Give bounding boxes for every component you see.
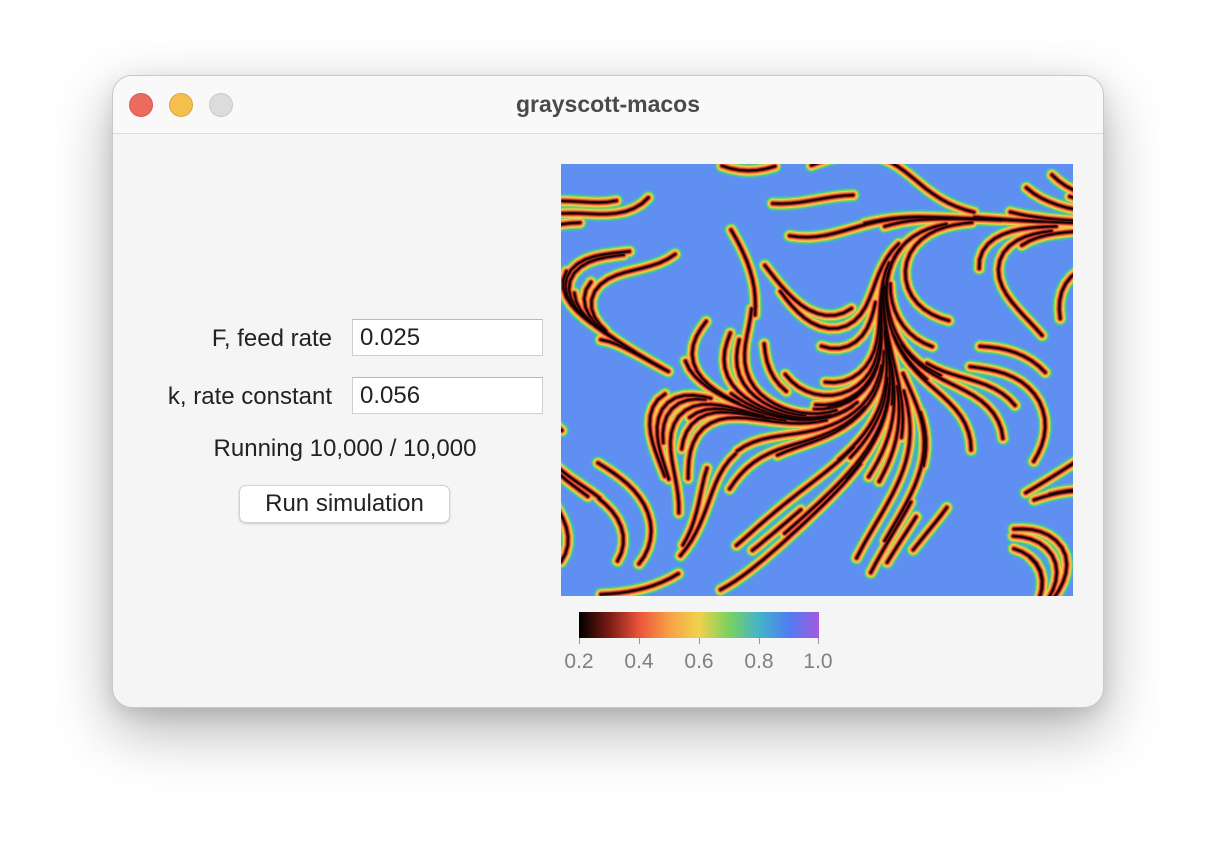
pattern-stroke xyxy=(771,194,854,205)
pattern-stroke xyxy=(849,376,889,459)
colorbar-tick-label: 0.4 xyxy=(624,650,654,673)
pattern-stroke xyxy=(764,264,853,317)
pattern-stroke xyxy=(561,512,569,563)
colorbar xyxy=(579,612,819,638)
pattern-stroke xyxy=(912,506,948,551)
pattern-stroke xyxy=(1012,535,1058,596)
pattern-stroke xyxy=(1033,490,1073,501)
pattern-stroke xyxy=(878,385,900,483)
colorbar-tick xyxy=(639,638,640,644)
minimize-button-icon[interactable] xyxy=(169,93,193,117)
pattern-stroke xyxy=(889,283,934,348)
colorbar-tick xyxy=(759,638,760,644)
pattern-stroke xyxy=(648,393,666,478)
pattern-stroke xyxy=(687,416,828,480)
pattern-stroke xyxy=(736,364,883,452)
pattern-stroke xyxy=(682,467,708,546)
pattern-stroke xyxy=(810,164,975,213)
pattern-stroke xyxy=(883,285,904,439)
pattern-stroke xyxy=(561,221,581,226)
pattern-stroke xyxy=(1028,556,1043,596)
pattern-stroke xyxy=(719,463,862,591)
status-text: Running 10,000 / 10,000 xyxy=(213,435,477,462)
pattern-stroke xyxy=(561,474,589,498)
pattern-stroke xyxy=(590,253,676,332)
close-button-icon[interactable] xyxy=(129,93,153,117)
pattern-stroke xyxy=(886,516,917,564)
pattern-stroke xyxy=(870,501,912,574)
pattern-stroke xyxy=(919,411,927,467)
pattern-stroke xyxy=(688,408,787,422)
pattern-stroke xyxy=(598,497,625,562)
colorbar-tick xyxy=(699,638,700,644)
pattern-stroke xyxy=(979,345,1046,374)
feed-rate-label: F, feed rate xyxy=(211,325,332,352)
pattern-stroke xyxy=(1009,211,1073,222)
pattern-stroke xyxy=(779,243,900,330)
pattern-stroke xyxy=(669,403,765,514)
pattern-stroke xyxy=(691,320,741,405)
pattern-stroke xyxy=(788,216,933,238)
rate-constant-field[interactable] xyxy=(352,377,543,414)
pattern-stroke xyxy=(684,360,854,421)
pattern-stroke xyxy=(561,468,601,499)
pattern-stroke xyxy=(885,246,942,377)
pattern-stroke xyxy=(728,406,866,490)
pattern-stroke xyxy=(884,372,925,542)
colorbar-tick-label: 0.2 xyxy=(564,650,594,673)
colorbar-tick xyxy=(818,638,819,644)
pattern-stroke xyxy=(1013,528,1068,596)
pattern-stroke xyxy=(600,572,680,596)
pattern-stroke xyxy=(1021,230,1073,247)
rate-constant-label: k, rate constant xyxy=(167,383,332,410)
pattern-stroke xyxy=(723,332,832,419)
pattern-stroke xyxy=(969,365,1046,463)
pattern-stroke xyxy=(730,229,757,316)
feed-rate-field[interactable] xyxy=(352,319,543,356)
pattern-stroke xyxy=(568,254,625,337)
pattern-stroke xyxy=(813,295,883,410)
pattern-stroke xyxy=(743,308,838,415)
pattern-stroke xyxy=(751,509,802,552)
colorbar-tick xyxy=(579,638,580,644)
pattern-stroke xyxy=(763,343,788,393)
pattern-stroke xyxy=(662,398,707,444)
pattern-stroke xyxy=(735,339,806,417)
pattern-stroke xyxy=(895,341,972,451)
app-window: grayscott-macos F, feed rate k, rate con… xyxy=(112,75,1104,708)
title-bar[interactable]: grayscott-macos xyxy=(113,76,1103,134)
pattern-stroke xyxy=(904,221,973,322)
pattern-stroke xyxy=(784,283,884,397)
pattern-stroke xyxy=(1025,186,1073,210)
pattern-stroke xyxy=(783,382,891,535)
colorbar-tick-label: 1.0 xyxy=(803,650,833,673)
pattern-stroke xyxy=(900,343,1004,440)
pattern-stroke xyxy=(1048,489,1073,496)
pattern-stroke xyxy=(656,394,712,480)
pattern-stroke xyxy=(679,452,737,557)
pattern-stroke xyxy=(597,462,652,565)
pattern-stroke xyxy=(573,292,670,373)
pattern-stroke xyxy=(1058,274,1073,320)
simulation-canvas xyxy=(561,164,1073,596)
pattern-stroke xyxy=(561,199,618,204)
pattern-stroke xyxy=(561,196,650,215)
colorbar-tick-label: 0.8 xyxy=(744,650,774,673)
pattern-stroke xyxy=(978,225,1058,270)
pattern-stroke xyxy=(820,301,877,350)
run-simulation-button[interactable]: Run simulation xyxy=(239,485,450,523)
pattern-stroke xyxy=(735,446,855,547)
window-title: grayscott-macos xyxy=(515,91,701,117)
pattern-stroke xyxy=(997,230,1053,337)
pattern-stroke xyxy=(838,330,888,461)
pattern-stroke xyxy=(926,362,1016,407)
colorbar-tick-label: 0.6 xyxy=(684,650,714,673)
pattern-stroke xyxy=(855,390,911,559)
pattern-stroke xyxy=(680,411,770,450)
pattern-stroke xyxy=(721,165,776,172)
pattern-stroke xyxy=(1025,462,1073,494)
pattern-stroke xyxy=(776,350,885,456)
zoom-button-icon[interactable] xyxy=(209,93,233,117)
